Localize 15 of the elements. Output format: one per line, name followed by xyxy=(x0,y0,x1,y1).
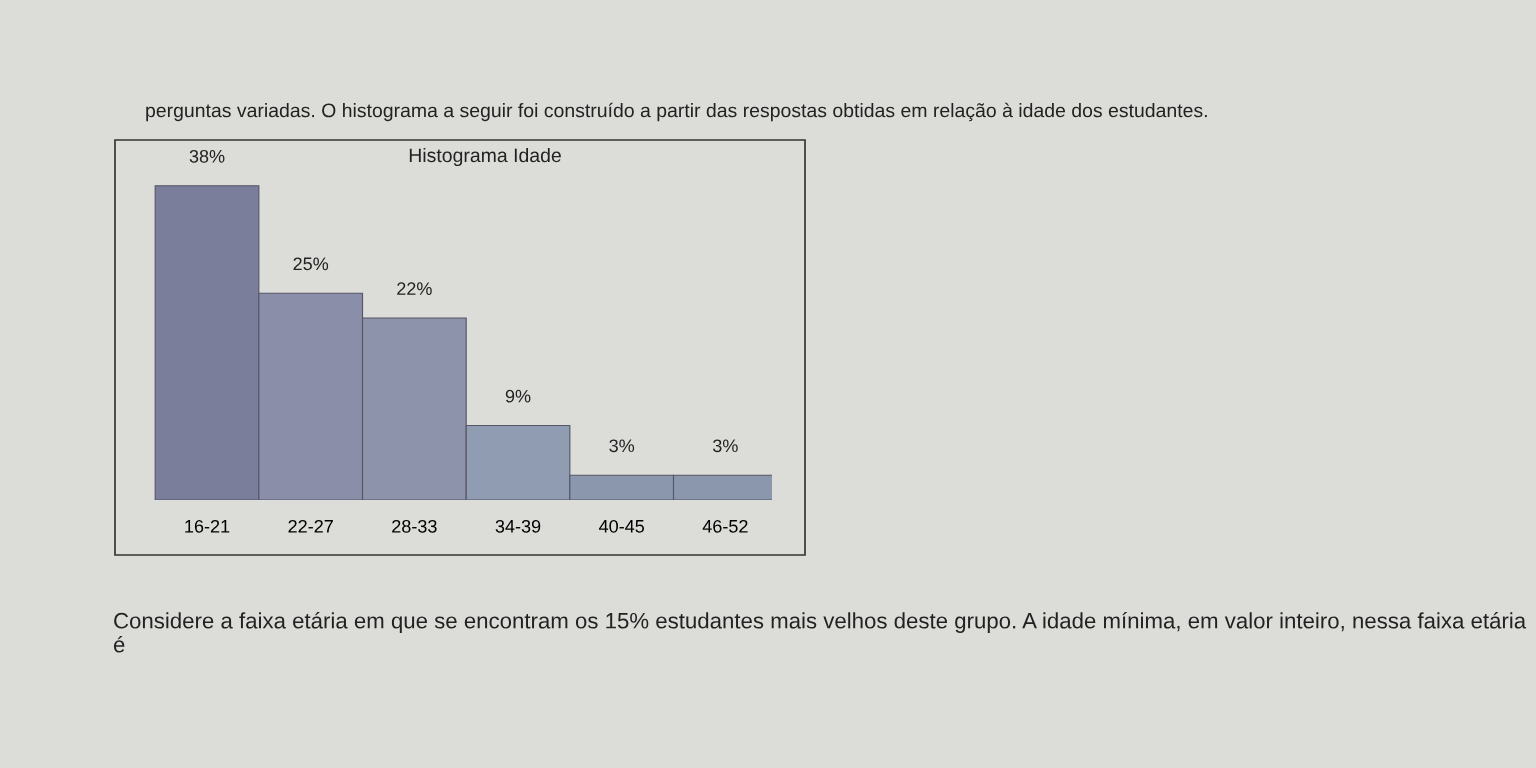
x-tick-label: 46-52 xyxy=(702,519,748,533)
data-label: 3% xyxy=(609,439,635,453)
x-tick-label: 22-27 xyxy=(288,519,333,533)
data-label: 38% xyxy=(189,149,225,163)
data-label: 22% xyxy=(397,282,432,295)
data-label: 3% xyxy=(712,439,738,453)
data-label: 9% xyxy=(505,389,531,403)
x-tick-label: 40-45 xyxy=(599,519,645,533)
data-label: 25% xyxy=(293,257,329,271)
chart-title: Histograma Idade xyxy=(409,147,561,167)
text: perguntas variadas. O histograma a seguir foi construído a partir das respostas obtidas em relação à idade dos estudantes. xyxy=(146,102,1207,122)
x-tick-label: 34-39 xyxy=(495,519,541,533)
x-tick-label: 16-21 xyxy=(185,519,230,533)
x-tick-label: 28-33 xyxy=(392,519,437,533)
text: Considere a faixa etária em que se encontram os 15% estudantes mais velhos deste grupo. A idade mínima, em valor inteiro, nessa faixa etária é xyxy=(113,612,1527,653)
